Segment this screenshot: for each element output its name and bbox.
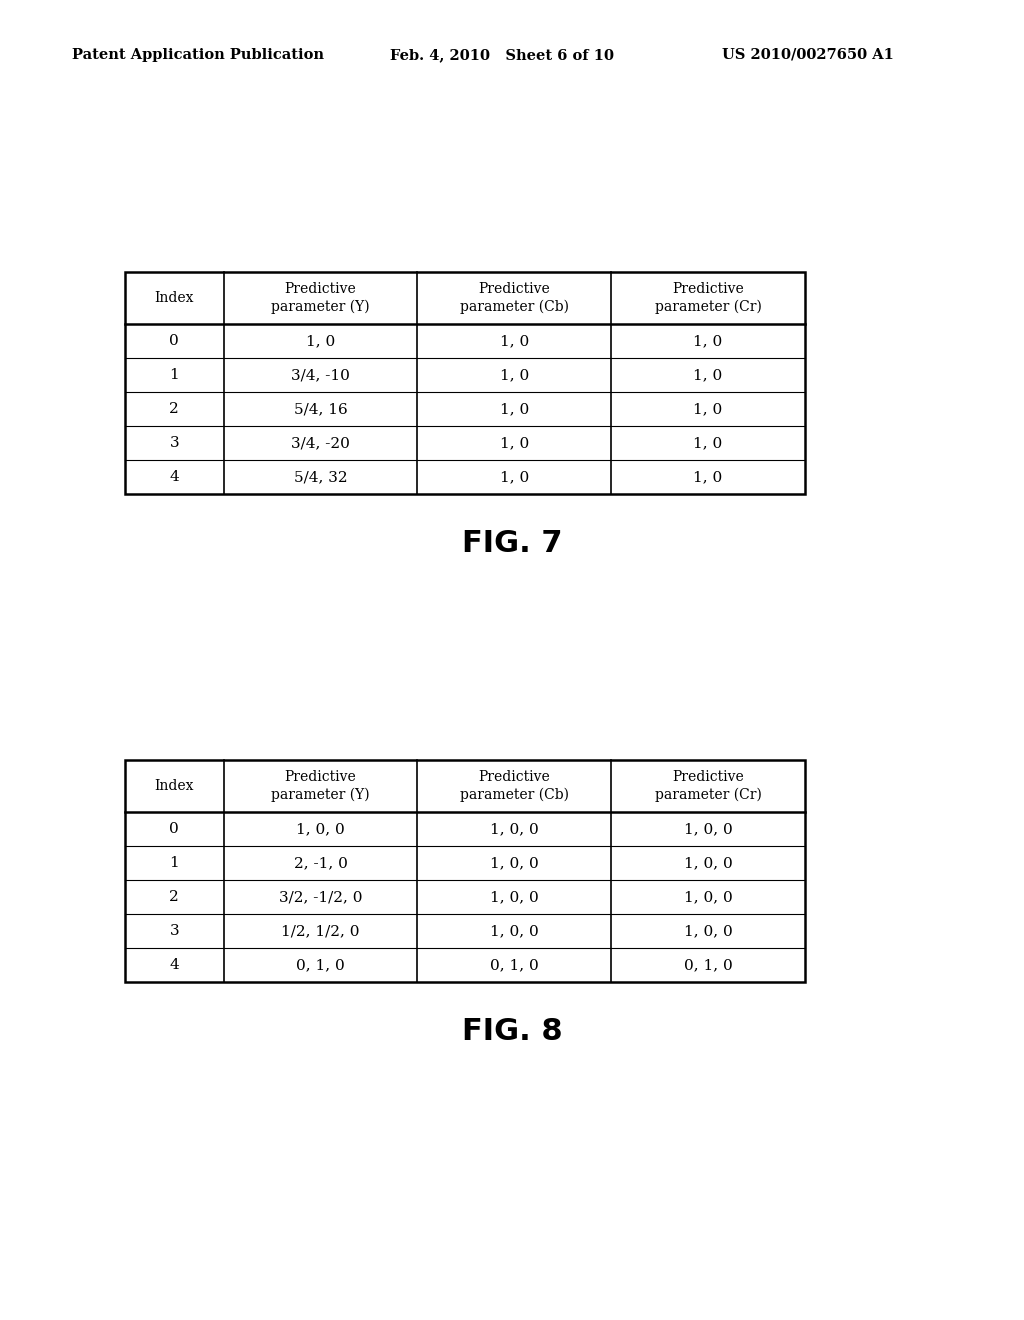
Text: 2: 2 (169, 890, 179, 904)
Text: 3/2, -1/2, 0: 3/2, -1/2, 0 (279, 890, 362, 904)
Text: Index: Index (155, 290, 195, 305)
Text: 1, 0: 1, 0 (693, 436, 723, 450)
Text: 3/4, -20: 3/4, -20 (291, 436, 350, 450)
Text: 5/4, 16: 5/4, 16 (294, 403, 347, 416)
Text: 2, -1, 0: 2, -1, 0 (294, 855, 347, 870)
Text: 1, 0: 1, 0 (693, 470, 723, 484)
Text: 1, 0: 1, 0 (500, 436, 529, 450)
Text: FIG. 8: FIG. 8 (462, 1018, 562, 1047)
Text: 1, 0: 1, 0 (500, 368, 529, 381)
Text: 1: 1 (169, 368, 179, 381)
Text: FIG. 7: FIG. 7 (462, 529, 562, 558)
Text: 4: 4 (169, 958, 179, 972)
Text: 2: 2 (169, 403, 179, 416)
Text: 0: 0 (169, 822, 179, 836)
Text: 1, 0, 0: 1, 0, 0 (684, 890, 732, 904)
Text: 1, 0: 1, 0 (693, 403, 723, 416)
Text: 3/4, -10: 3/4, -10 (291, 368, 350, 381)
Text: 0: 0 (169, 334, 179, 348)
Text: 1, 0: 1, 0 (306, 334, 335, 348)
Text: Predictive
parameter (Cr): Predictive parameter (Cr) (654, 282, 762, 314)
Text: 3: 3 (170, 436, 179, 450)
Text: 1, 0: 1, 0 (500, 334, 529, 348)
Text: 0, 1, 0: 0, 1, 0 (684, 958, 732, 972)
Text: 1, 0, 0: 1, 0, 0 (489, 822, 539, 836)
Text: Index: Index (155, 779, 195, 793)
Text: 1, 0, 0: 1, 0, 0 (684, 924, 732, 939)
Text: 0, 1, 0: 0, 1, 0 (489, 958, 539, 972)
Text: 1, 0, 0: 1, 0, 0 (489, 924, 539, 939)
Text: Predictive
parameter (Y): Predictive parameter (Y) (271, 282, 370, 314)
Text: 1, 0, 0: 1, 0, 0 (489, 855, 539, 870)
Text: 1, 0: 1, 0 (693, 368, 723, 381)
Text: 0, 1, 0: 0, 1, 0 (296, 958, 345, 972)
Text: 5/4, 32: 5/4, 32 (294, 470, 347, 484)
Text: 1, 0, 0: 1, 0, 0 (296, 822, 345, 836)
Text: 1: 1 (169, 855, 179, 870)
Text: 1, 0, 0: 1, 0, 0 (684, 822, 732, 836)
Text: Feb. 4, 2010   Sheet 6 of 10: Feb. 4, 2010 Sheet 6 of 10 (390, 48, 614, 62)
Text: 4: 4 (169, 470, 179, 484)
Text: Predictive
parameter (Y): Predictive parameter (Y) (271, 770, 370, 803)
Bar (125, 760, 805, 982)
Text: 3: 3 (170, 924, 179, 939)
Text: 1, 0, 0: 1, 0, 0 (489, 890, 539, 904)
Text: 1, 0: 1, 0 (500, 470, 529, 484)
Text: 1, 0: 1, 0 (500, 403, 529, 416)
Text: 1, 0: 1, 0 (693, 334, 723, 348)
Text: Predictive
parameter (Cr): Predictive parameter (Cr) (654, 770, 762, 803)
Text: US 2010/0027650 A1: US 2010/0027650 A1 (722, 48, 894, 62)
Bar (125, 272, 805, 494)
Text: Patent Application Publication: Patent Application Publication (72, 48, 324, 62)
Text: 1, 0, 0: 1, 0, 0 (684, 855, 732, 870)
Text: 1/2, 1/2, 0: 1/2, 1/2, 0 (282, 924, 359, 939)
Text: Predictive
parameter (Cb): Predictive parameter (Cb) (460, 770, 568, 803)
Text: Predictive
parameter (Cb): Predictive parameter (Cb) (460, 282, 568, 314)
